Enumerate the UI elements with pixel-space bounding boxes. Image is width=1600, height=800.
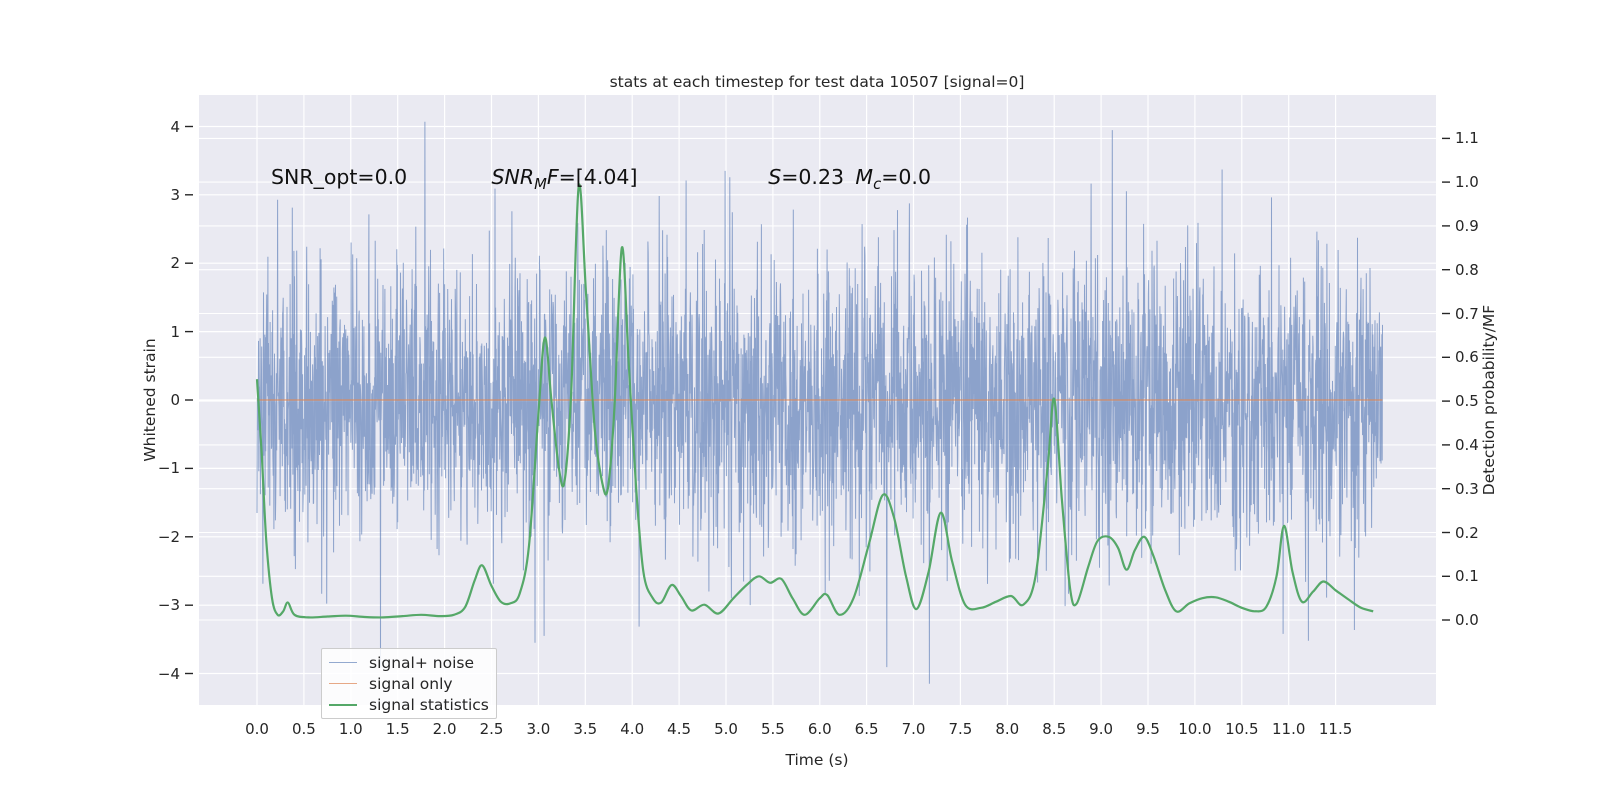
left-tick-label: 4	[170, 117, 180, 136]
right-tick-label: 0.0	[1455, 611, 1479, 629]
plot-title: stats at each timestep for test data 105…	[609, 73, 1025, 91]
left-tick-label: −3	[157, 596, 180, 615]
x-tick-label: 9.0	[1089, 720, 1114, 738]
x-tick-label: 10.0	[1178, 720, 1212, 738]
annotation-text: SNR	[491, 165, 535, 190]
legend-line-swatch	[329, 662, 357, 663]
statistics-series-line	[255, 183, 1374, 619]
right-tick-label: 0.5	[1455, 392, 1479, 411]
legend-line-swatch	[329, 683, 357, 684]
legend-line-swatch	[329, 703, 357, 706]
right-tick-label: 1.1	[1455, 129, 1479, 148]
x-tick-label: 7.0	[901, 720, 926, 738]
legend-entry-label: signal statistics	[369, 695, 489, 714]
right-tick-label: 0.3	[1455, 479, 1479, 498]
x-tick-label: 11.0	[1271, 720, 1306, 738]
x-tick-label: 1.5	[385, 720, 410, 738]
annotation-text: =0.23	[781, 165, 845, 190]
legend-entry-label: signal+ noise	[369, 653, 474, 672]
x-tick-label: 6.0	[807, 720, 832, 738]
annotation-text: S	[768, 165, 782, 190]
mc-annotation: Mc=0.0	[855, 165, 931, 192]
x-tick-label: 6.5	[854, 720, 879, 738]
left-tick-label: 0	[170, 391, 180, 409]
left-tick-label: −2	[157, 527, 180, 546]
x-tick-label: 1.0	[338, 720, 363, 738]
x-tick-label: 10.5	[1225, 720, 1259, 738]
annotation-text: =[4.04]	[558, 165, 638, 190]
x-tick-label: 9.5	[1136, 720, 1160, 738]
right-tick-label: 0.4	[1455, 435, 1479, 454]
x-tick-label: 5.5	[760, 720, 785, 738]
legend: signal+ noise signal only signal statistic…	[321, 648, 497, 719]
right-tick-label: 0.2	[1455, 523, 1479, 542]
x-tick-label: 5.0	[714, 720, 738, 738]
noise-series-line	[256, 121, 1383, 684]
left-tick-label: −4	[157, 664, 180, 683]
legend-entry-label: signal only	[369, 674, 453, 693]
right-tick-label: 0.7	[1455, 304, 1479, 323]
right-axis-label: Detection probability/MF	[1480, 304, 1498, 496]
right-tick-label: 0.6	[1455, 348, 1479, 367]
x-tick-label: 3.0	[526, 720, 551, 738]
annotation-text: M	[855, 165, 874, 190]
x-axis-label: Time (s)	[785, 751, 849, 769]
left-tick-label: 1	[170, 322, 180, 341]
x-tick-label: 8.0	[995, 720, 1020, 738]
left-tick-label: 3	[170, 185, 180, 204]
x-tick-label: 0.0	[245, 720, 269, 738]
right-tick-label: 0.8	[1455, 260, 1479, 279]
x-tick-label: 3.5	[573, 720, 598, 738]
annotation-text: M	[534, 176, 547, 194]
left-tick-label: −1	[157, 459, 180, 478]
right-tick-label: 0.9	[1455, 216, 1479, 235]
x-tick-label: 0.5	[291, 720, 316, 738]
x-tick-label: 4.5	[667, 720, 692, 738]
annotation-text: =0.0	[881, 165, 931, 190]
x-tick-label: 2.5	[479, 720, 504, 738]
snr-opt-annotation: SNR_opt=0.0	[271, 165, 407, 189]
legend-entry: signal+ noise	[329, 652, 496, 673]
annotation-text: SNR_opt=0.0	[271, 165, 408, 190]
legend-entry: signal statistics	[329, 694, 496, 715]
x-tick-label: 4.0	[620, 720, 645, 738]
left-tick-label: 2	[170, 254, 180, 273]
right-tick-label: 0.1	[1455, 567, 1479, 586]
snr-mf-annotation: SNRMF=[4.04]	[491, 165, 638, 192]
x-tick-label: 8.5	[1042, 720, 1067, 738]
right-tick-label: 1.0	[1455, 173, 1479, 192]
legend-entry: signal only	[329, 673, 496, 694]
annotation-text: F	[546, 165, 559, 190]
annotation-text: c	[873, 176, 882, 194]
x-tick-label: 7.5	[948, 720, 973, 738]
s-annotation: S=0.23	[768, 165, 844, 189]
x-tick-label: 2.0	[432, 720, 457, 738]
x-tick-label: 11.5	[1318, 720, 1353, 738]
